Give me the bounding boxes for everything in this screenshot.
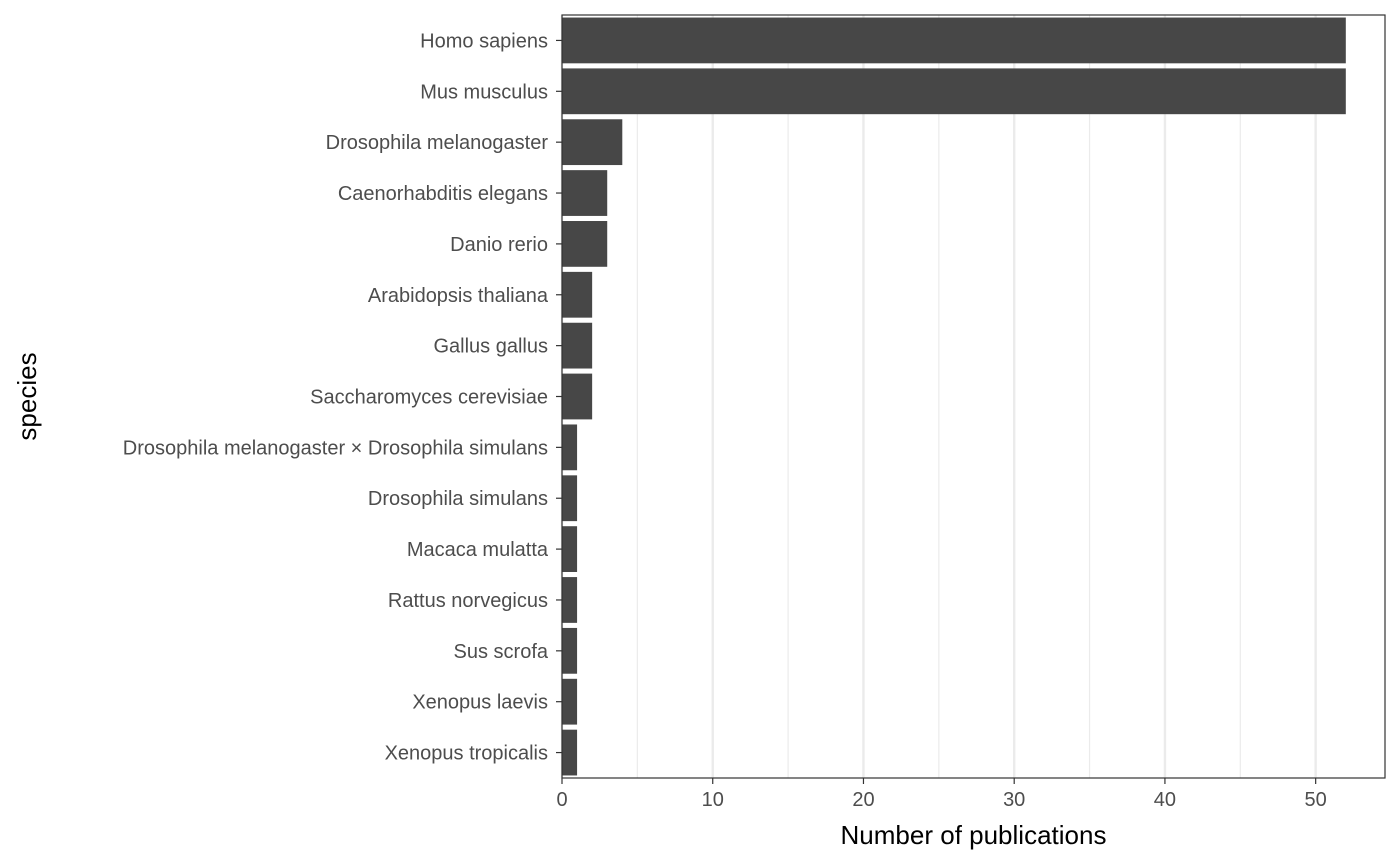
- x-tick-label: 10: [702, 789, 724, 811]
- y-axis-ticks: Homo sapiens Mus musculus Drosophila melan…: [123, 30, 562, 765]
- panel-border: [561, 14, 1386, 779]
- y-tick-label: Homo sapiens: [420, 30, 548, 52]
- y-tick-label: Macaca mulatta: [407, 539, 549, 561]
- y-tick-label: Xenopus tropicalis: [385, 743, 548, 765]
- x-tick-label: 50: [1305, 789, 1327, 811]
- y-tick-label: Rattus norvegicus: [388, 590, 548, 612]
- x-tick-label: 20: [852, 789, 874, 811]
- bar: [562, 627, 578, 674]
- bar: [562, 424, 578, 471]
- y-tick-label: Gallus gallus: [433, 336, 548, 358]
- x-tick-label: 30: [1003, 789, 1025, 811]
- x-axis-ticks: 0 10 20 30 40 50: [556, 778, 1327, 811]
- bar: [562, 221, 608, 267]
- bar: [562, 373, 593, 420]
- bar: [562, 678, 578, 725]
- x-tick-label: 0: [556, 789, 567, 811]
- bars: [562, 17, 1346, 776]
- y-tick-label: Caenorhabditis elegans: [338, 183, 548, 205]
- bar: [562, 271, 593, 318]
- y-tick-label: Arabidopsis thaliana: [368, 285, 549, 307]
- bar: [562, 729, 578, 776]
- bar: [562, 475, 578, 522]
- y-axis-title: species: [12, 352, 42, 440]
- y-tick-label: Sus scrofa: [454, 641, 549, 663]
- x-axis-title: Number of publications: [841, 820, 1107, 850]
- bar: [562, 526, 578, 572]
- gridlines: [560, 15, 1317, 778]
- y-tick-label: Drosophila melanogaster: [326, 132, 549, 154]
- bar: [562, 68, 1346, 115]
- y-tick-label: Drosophila simulans: [368, 488, 548, 510]
- y-tick-label: Saccharomyces cerevisiae: [310, 387, 548, 409]
- bar: [562, 577, 578, 623]
- y-tick-label: Drosophila melanogaster × Drosophila sim…: [123, 437, 548, 459]
- y-tick-label: Danio rerio: [450, 234, 548, 256]
- y-tick-label: Mus musculus: [420, 81, 548, 103]
- x-tick-label: 40: [1154, 789, 1176, 811]
- bar: [562, 119, 623, 166]
- bar: [562, 170, 608, 216]
- y-tick-label: Xenopus laevis: [412, 692, 548, 714]
- bar: [562, 17, 1346, 64]
- bar: [562, 322, 593, 369]
